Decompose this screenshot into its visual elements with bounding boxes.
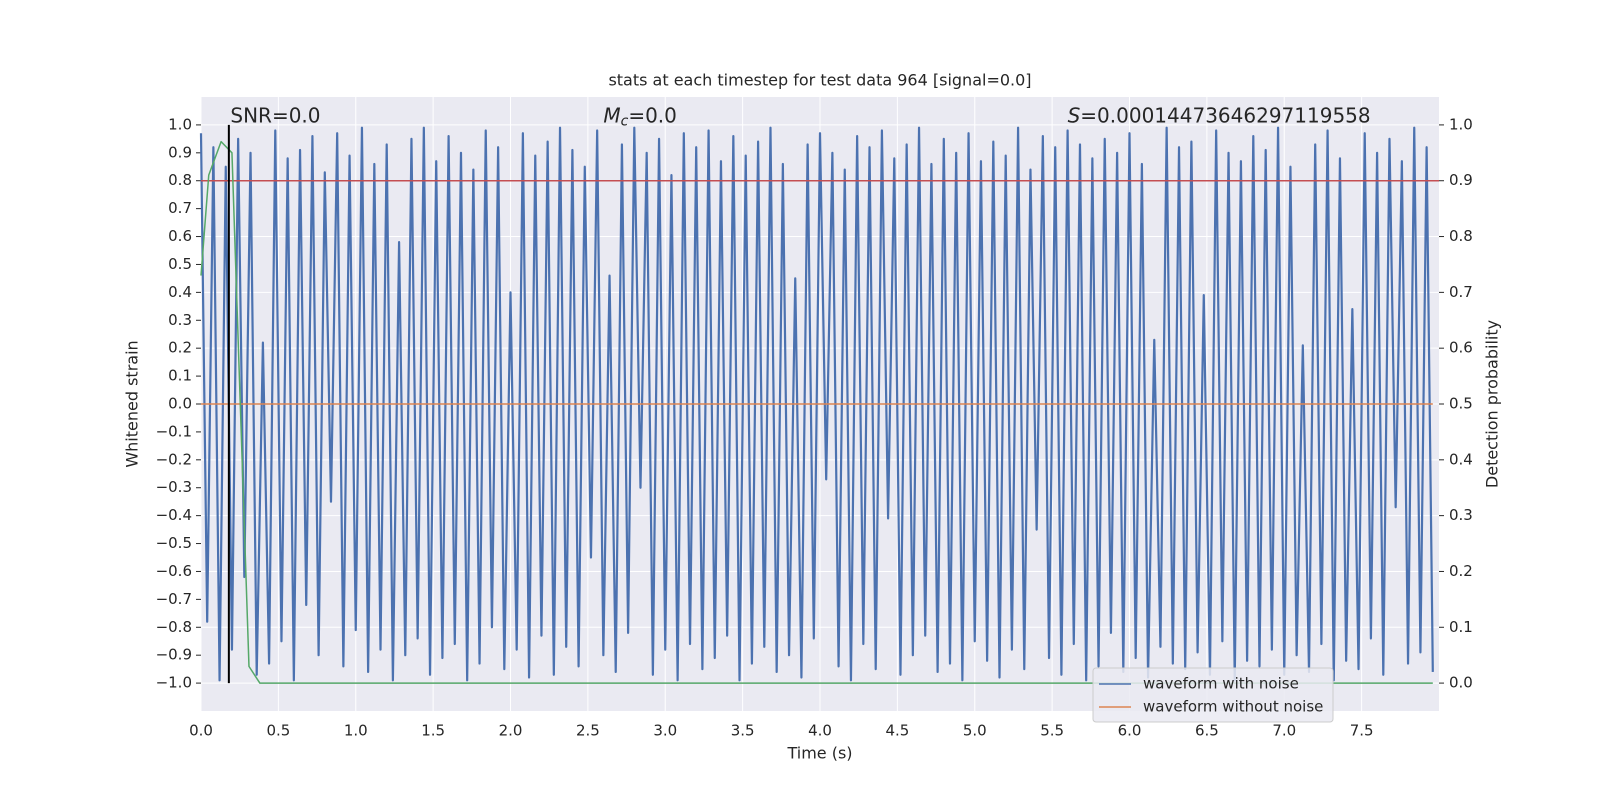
y-tick-label: 1.0 xyxy=(168,115,192,133)
y-tick-label: 0.9 xyxy=(168,143,192,161)
x-tick-label: 7.0 xyxy=(1272,722,1296,740)
x-tick-label: 5.5 xyxy=(1040,722,1064,740)
y2-tick-label: 0.1 xyxy=(1449,618,1473,636)
y-tick-label: 0.0 xyxy=(168,395,192,413)
x-tick-label: 6.5 xyxy=(1195,722,1219,740)
y-tick-label: −0.5 xyxy=(156,534,192,552)
y2-tick-label: 0.3 xyxy=(1449,506,1473,524)
y-tick-label: −0.4 xyxy=(156,506,192,524)
x-axis-label: Time (s) xyxy=(786,744,852,763)
annotation-subscript: c xyxy=(621,114,629,130)
legend: waveform with noise waveform without nois… xyxy=(1092,667,1334,723)
y-tick-label: −0.8 xyxy=(156,618,192,636)
x-tick-label: 4.5 xyxy=(885,722,909,740)
x-tick-label: 2.5 xyxy=(576,722,600,740)
y-axis-label: Whitened strain xyxy=(123,340,142,467)
annotation-text: =0.00014473646297119558 xyxy=(1080,103,1370,127)
y-tick-label: 0.2 xyxy=(168,339,192,357)
y2-tick-label: 0.5 xyxy=(1449,395,1473,413)
y-tick-label: −0.9 xyxy=(156,646,192,664)
y2-tick-label: 1.0 xyxy=(1449,115,1473,133)
y-tick-label: 0.5 xyxy=(168,255,192,273)
y2-tick-label: 0.0 xyxy=(1449,674,1473,692)
annotation-text: SNR=0.0 xyxy=(230,103,320,127)
y-tick-label: −0.1 xyxy=(156,422,192,440)
x-tick-label: 3.0 xyxy=(653,722,677,740)
x-tick-label: 6.0 xyxy=(1118,722,1142,740)
x-tick-label: 3.5 xyxy=(731,722,755,740)
series-line xyxy=(199,126,1434,682)
legend-label: waveform without noise xyxy=(1143,698,1323,716)
x-tick-label: 5.0 xyxy=(963,722,987,740)
series-line xyxy=(200,140,1433,684)
annotation-text: =0.0 xyxy=(628,103,677,127)
annotation: Mc=0.0 xyxy=(603,103,677,130)
x-tick-label: 0.5 xyxy=(266,722,290,740)
y-tick-label: 0.8 xyxy=(168,171,192,189)
x-tick-label: 1.0 xyxy=(344,722,368,740)
y2-tick-label: 0.8 xyxy=(1449,227,1473,245)
y2-tick-label: 0.7 xyxy=(1449,283,1473,301)
annotation-symbol: M xyxy=(603,103,620,127)
annotation-symbol: S xyxy=(1068,103,1081,127)
y-tick-label: −0.2 xyxy=(156,450,192,468)
y-tick-label: 0.3 xyxy=(168,311,192,329)
y-tick-label: −0.6 xyxy=(156,562,192,580)
y2-tick-label: 0.4 xyxy=(1449,450,1473,468)
x-tick-label: 4.0 xyxy=(808,722,832,740)
y-tick-label: 0.1 xyxy=(168,367,192,385)
y2-tick-label: 0.2 xyxy=(1449,562,1473,580)
x-tick-label: 2.0 xyxy=(499,722,523,740)
y2-axis-label: Detection probability xyxy=(1483,320,1502,488)
y-tick-label: −1.0 xyxy=(156,674,192,692)
y2-tick-label: 0.6 xyxy=(1449,339,1473,357)
y-tick-label: 0.7 xyxy=(168,199,192,217)
x-tick-label: 1.5 xyxy=(421,722,445,740)
annotation: S=0.00014473646297119558 xyxy=(1068,103,1371,127)
legend-box xyxy=(1092,667,1334,723)
legend-label: waveform with noise xyxy=(1143,675,1299,693)
y-tick-label: 0.6 xyxy=(168,227,192,245)
y-tick-label: 0.4 xyxy=(168,283,192,301)
y-tick-label: −0.3 xyxy=(156,478,192,496)
annotation: SNR=0.0 xyxy=(230,103,320,127)
chart-title: stats at each timestep for test data 964… xyxy=(608,71,1031,90)
y2-tick-label: 0.9 xyxy=(1449,171,1473,189)
x-tick-label: 7.5 xyxy=(1350,722,1374,740)
x-tick-label: 0.0 xyxy=(189,722,213,740)
y-tick-label: −0.7 xyxy=(156,590,192,608)
